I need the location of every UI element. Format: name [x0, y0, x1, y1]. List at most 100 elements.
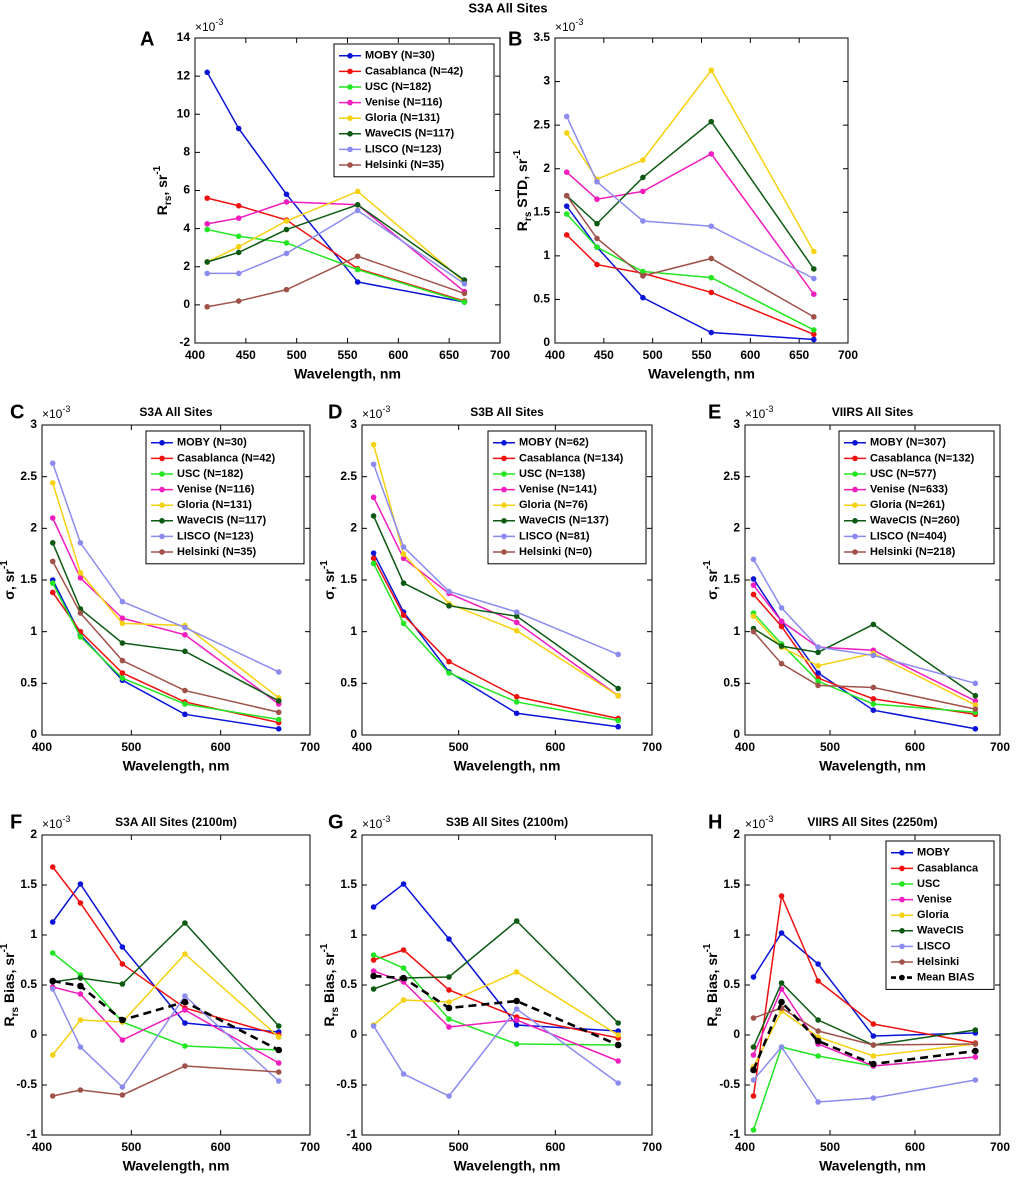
data-point: [354, 207, 361, 214]
legend-marker: [501, 533, 507, 540]
legend-label: Helsinki: [917, 956, 959, 968]
x-axis-label: Wavelength, nm: [294, 366, 401, 382]
y-tick-label: 2: [733, 521, 740, 535]
data-point: [870, 707, 877, 713]
data-point: [49, 1093, 56, 1099]
legend-box: [487, 430, 647, 565]
axes-box: [361, 834, 653, 1136]
y-tick-label: -2: [179, 335, 190, 349]
legend-label: MOBY: [917, 847, 951, 859]
data-point: [77, 991, 84, 997]
legend-marker: [899, 943, 905, 950]
y-tick-label: 1.5: [340, 877, 357, 891]
data-point: [563, 169, 570, 175]
data-point: [77, 575, 84, 581]
axes-box: [41, 834, 311, 1136]
data-point: [815, 678, 821, 685]
data-point: [370, 461, 377, 468]
data-point: [182, 1020, 188, 1026]
data-point: [119, 1084, 126, 1090]
data-point: [49, 515, 56, 521]
data-point: [370, 513, 377, 519]
data-point: [77, 569, 84, 576]
data-point: [275, 709, 282, 716]
data-point: [972, 1027, 979, 1033]
y-tick-label: 1: [350, 624, 357, 638]
legend-label: WaveCIS (N=260): [870, 515, 960, 527]
legend-marker: [347, 162, 353, 168]
y-tick-label: 2.5: [723, 469, 740, 483]
data-point: [708, 274, 715, 281]
data-point: [640, 157, 646, 163]
data-point: [204, 69, 210, 76]
data-point: [119, 675, 126, 681]
multiplier-base: ×10: [195, 20, 216, 34]
data-point: [77, 982, 84, 990]
panel-letter: G: [328, 811, 344, 833]
y-tick-label: 0.5: [723, 977, 740, 991]
x-axis-label: Wavelength, nm: [123, 758, 230, 774]
data-point: [49, 480, 56, 486]
legend-marker: [899, 865, 905, 872]
data-point: [182, 993, 188, 999]
data-point: [49, 986, 56, 992]
data-point: [275, 1034, 282, 1040]
y-label-part: STD, sr: [514, 158, 530, 211]
data-point: [615, 692, 621, 699]
data-point: [811, 275, 817, 282]
y-tick-label: 6: [183, 183, 190, 197]
data-point: [49, 558, 56, 565]
y-label-part: -1: [0, 560, 10, 569]
data-point: [204, 259, 210, 265]
y-label-part: σ, sr: [704, 569, 720, 600]
x-tick-label: 450: [236, 348, 256, 362]
data-point: [119, 657, 126, 664]
data-point: [370, 904, 377, 910]
legend-marker: [159, 502, 165, 509]
y-tick-label: 2.5: [340, 469, 357, 483]
x-tick-label: 500: [449, 1140, 469, 1154]
legend-label: WaveCIS (N=137): [519, 515, 609, 527]
data-point: [750, 1015, 757, 1021]
data-point: [640, 188, 646, 195]
multiplier-base: ×10: [745, 817, 766, 831]
y-tick-label: 1: [350, 927, 357, 941]
y-label-part: -1: [319, 560, 330, 569]
data-point: [615, 717, 621, 724]
y-tick-label: 2: [543, 161, 550, 175]
data-point: [615, 651, 621, 658]
legend-label: Gloria (N=131): [365, 112, 440, 124]
y-label-part: -1: [319, 943, 330, 952]
y-label-part: , sr: [154, 174, 170, 196]
legend-marker: [501, 440, 507, 446]
legend-label: Gloria (N=131): [177, 499, 252, 511]
data-point: [750, 974, 757, 980]
y-label-part: R: [514, 221, 530, 231]
multiplier-exp: -3: [382, 814, 390, 824]
multiplier-base: ×10: [745, 407, 766, 421]
y-axis-label: Rrs Bias, sr-1: [319, 943, 341, 1026]
data-point: [275, 669, 282, 675]
y-tick-label: 0.5: [723, 676, 740, 690]
data-point: [815, 978, 821, 984]
legend-marker: [852, 518, 858, 524]
data-point: [77, 1017, 84, 1023]
data-point: [235, 270, 242, 277]
data-point: [370, 494, 377, 501]
data-point: [513, 997, 520, 1005]
y-tick-label: 1: [733, 624, 740, 638]
x-axis-label: Wavelength, nm: [819, 758, 926, 774]
y-label-part: Bias, sr: [321, 952, 337, 1007]
data-point: [283, 191, 290, 198]
data-point: [400, 1071, 407, 1077]
data-point: [870, 701, 877, 707]
data-point: [446, 588, 452, 595]
data-point: [750, 1052, 757, 1058]
legend-marker: [347, 53, 353, 59]
data-point: [708, 329, 715, 336]
legend-label: Venise: [917, 894, 952, 906]
data-point: [870, 696, 877, 702]
data-point: [283, 226, 290, 233]
data-point: [354, 279, 361, 285]
data-point: [77, 900, 84, 906]
